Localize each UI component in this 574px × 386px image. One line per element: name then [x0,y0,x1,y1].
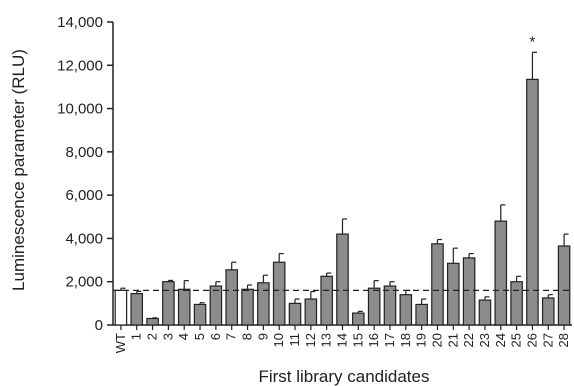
bar [130,293,144,326]
x-tick-label: 18 [398,333,413,347]
x-tick-label: 27 [540,333,555,347]
x-tick-label: 3 [160,333,175,340]
bar [541,297,555,326]
y-axis-label: Luminescence parameter (RLU) [9,49,28,291]
x-tick-label: 13 [319,333,334,347]
bar [383,285,397,326]
y-tick-label: 12,000 [57,57,103,74]
y-tick-label: 8,000 [65,144,103,161]
x-tick-label: 16 [366,333,381,347]
y-tick-label: 14,000 [57,14,103,31]
y-tick-label: 10,000 [57,101,103,118]
bar [304,298,318,326]
x-tick-label: 8 [240,333,255,340]
x-tick-label: 26 [524,333,539,347]
x-tick-label: 19 [414,333,429,347]
x-tick-label: 20 [429,333,444,347]
bar [257,282,270,326]
x-tick-label: 22 [461,333,476,347]
bar [446,262,460,326]
significance-annotation: * [530,33,536,50]
bar [209,285,223,326]
x-tick-label: 10 [271,333,286,347]
bar [478,299,492,326]
x-tick-label: 9 [255,333,270,340]
x-tick-label: WT [113,333,128,353]
bar [367,287,381,326]
bar [526,78,539,326]
x-tick-label: 23 [477,333,492,347]
bar [225,269,239,326]
bar [272,261,286,326]
bar [352,312,365,326]
bar [415,303,428,326]
x-tick-label: 24 [493,333,508,347]
bar [557,245,571,326]
bar [462,257,476,326]
x-tick-label: 11 [287,333,302,347]
bar [177,288,191,326]
x-tick-label: 21 [445,333,460,347]
bar [320,275,333,326]
x-tick-label: 12 [303,333,318,347]
bar [336,233,349,326]
x-tick-label: 6 [208,333,223,340]
bar [241,288,254,326]
y-tick-label: 6,000 [65,187,103,204]
x-tick-label: 15 [350,333,365,347]
x-tick-label: 7 [224,333,239,340]
bar [146,317,159,326]
y-tick-label: 4,000 [65,230,103,247]
bar [114,289,128,326]
bar [193,303,207,326]
bar [162,281,175,326]
x-tick-label: 2 [145,333,160,340]
x-tick-label: 14 [335,333,350,347]
bar [288,302,302,326]
bar [431,243,444,326]
y-tick-label: 0 [95,317,103,334]
plot-area: 0 2,000 4,000 6,000 8,000 10,000 12,000 14,000 W… [57,14,572,353]
x-tick-label: 17 [382,333,397,347]
x-tick-label: 25 [509,333,524,347]
x-axis-label: First library candidates [258,367,429,386]
x-tick-label: 4 [176,333,191,340]
y-tick-label: 2,000 [65,274,103,291]
bar [494,220,508,326]
x-tick-label: 5 [192,333,207,340]
bar [510,281,523,326]
bar [399,294,413,326]
x-tick-label: 28 [556,333,571,347]
x-tick-label: 1 [129,333,144,340]
